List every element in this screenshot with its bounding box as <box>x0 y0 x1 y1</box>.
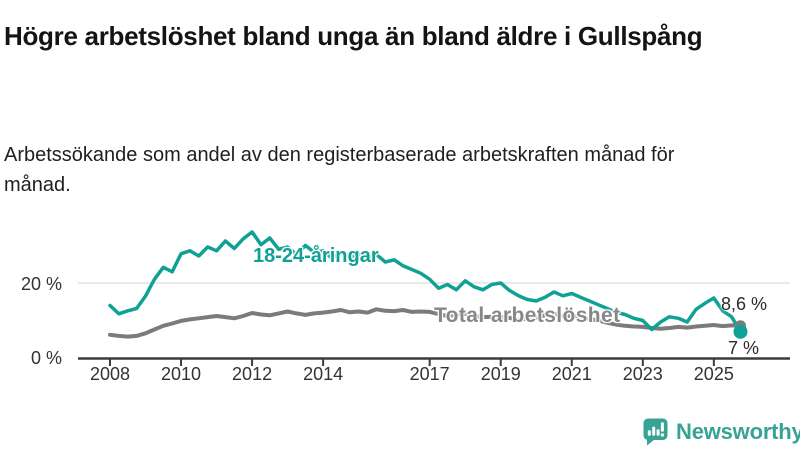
x-axis-label-2012: 2012 <box>232 364 273 384</box>
end-dot-young <box>733 324 748 339</box>
newsworthy-logo: Newsworthy <box>643 418 800 446</box>
series-line-young <box>108 230 743 334</box>
x-axis-label-2014: 2014 <box>303 364 344 384</box>
x-axis-label-2025: 2025 <box>693 364 734 384</box>
y-axis-label-20: 20 % <box>20 274 62 294</box>
x-axis-label-2017: 2017 <box>409 364 450 384</box>
y-axis-label-0: 0 % <box>30 348 62 368</box>
series-label-total: Total arbetslöshet <box>434 304 621 327</box>
series-label-young: 18-24-åringar <box>253 245 379 267</box>
chart-subtitle: Arbetssökande som andel av den registerb… <box>4 144 675 196</box>
end-value-label-young: 7 % <box>728 338 760 358</box>
chart-title: Högre arbetslöshet bland unga än bland ä… <box>4 21 703 52</box>
x-axis-label-2023: 2023 <box>622 364 663 384</box>
newsworthy-speech-bubble-barchart-icon <box>643 418 668 446</box>
x-axis-label-2019: 2019 <box>480 364 521 384</box>
newsworthy-logo-text: Newsworthy <box>676 419 800 444</box>
end-value-label-total: 8,6 % <box>721 294 768 314</box>
x-axis-label-2010: 2010 <box>161 364 202 384</box>
x-axis-label-2008: 2008 <box>89 364 131 384</box>
series-line-total <box>108 307 743 339</box>
x-axis-label-2021: 2021 <box>551 364 592 384</box>
